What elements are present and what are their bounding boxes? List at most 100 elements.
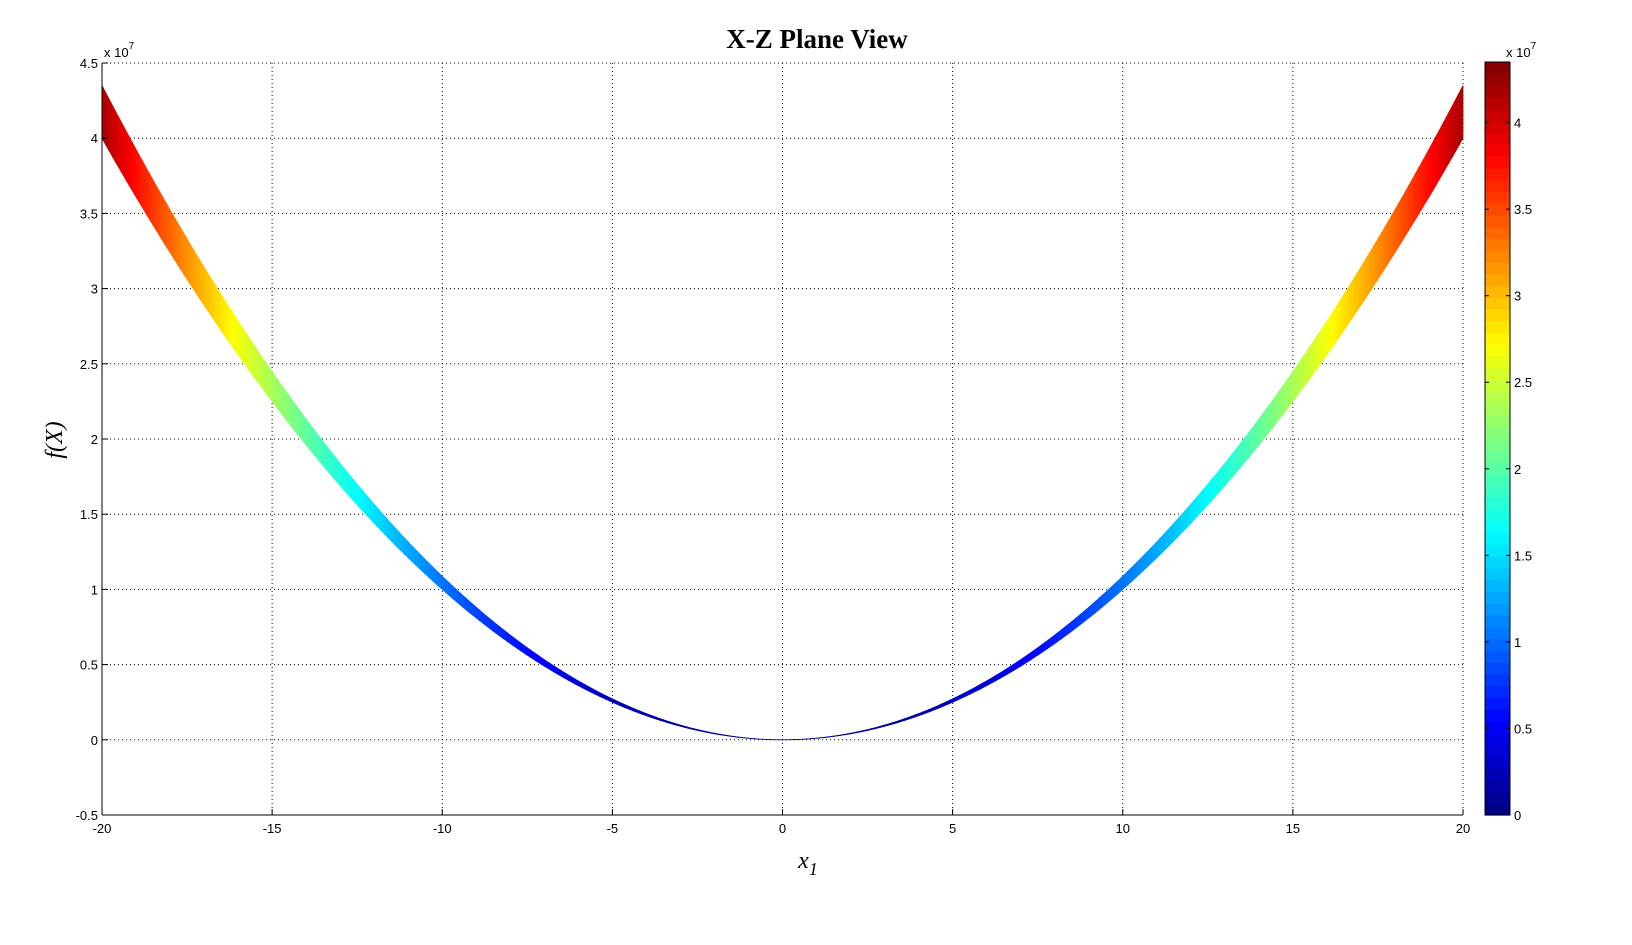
band-segment [1163, 529, 1168, 553]
band-segment [1394, 202, 1399, 254]
colorbar-segment [1485, 520, 1510, 534]
band-segment [176, 220, 181, 270]
band-segment [1360, 260, 1365, 307]
band-segment [268, 365, 273, 403]
band-segment [346, 470, 351, 499]
band-segment [1064, 623, 1069, 637]
band-segment [1010, 663, 1015, 673]
colorbar-segment [1485, 250, 1510, 263]
band-segment [697, 729, 702, 732]
band-segment [1265, 404, 1270, 438]
band-segment [979, 682, 984, 690]
band-segment [928, 707, 933, 713]
band-segment [445, 578, 450, 597]
colorbar-segment [1485, 544, 1510, 557]
band-segment [452, 584, 457, 603]
band-segment [156, 184, 161, 238]
grid [102, 62, 1464, 815]
colorbar-tick-label: 2 [1514, 462, 1521, 477]
band-segment [1190, 499, 1195, 525]
band-segment [210, 276, 215, 322]
y-tick-label: 3.5 [80, 206, 98, 221]
band-segment [557, 667, 562, 677]
colorbar-segment [1485, 485, 1510, 498]
band-segment [829, 735, 834, 738]
band-segment [1152, 540, 1158, 563]
band-segment [207, 271, 212, 317]
band-segment [1452, 98, 1457, 158]
band-segment [128, 136, 134, 193]
band-segment [234, 314, 239, 357]
band-segment [513, 636, 518, 650]
band-segment [1217, 466, 1222, 495]
band-segment [1299, 355, 1304, 394]
y-tick-label: 4 [91, 131, 98, 146]
band-segment [673, 722, 678, 726]
band-segment [1156, 537, 1161, 559]
band-segment [1159, 533, 1164, 556]
band-segment [404, 537, 409, 559]
band-segment [1006, 665, 1011, 675]
band-segment [384, 514, 389, 539]
band-segment [907, 715, 913, 720]
band-segment [533, 651, 538, 663]
band-segment [1204, 483, 1209, 510]
band-segment [1200, 487, 1205, 514]
band-segment [162, 196, 168, 249]
band-segment [666, 720, 671, 724]
band-segment [492, 620, 498, 635]
band-segment [1221, 462, 1226, 491]
band-segment [179, 225, 185, 276]
band-segment [101, 85, 106, 146]
band-segment [377, 507, 382, 532]
band-segment [1374, 237, 1379, 286]
band-segment [1033, 647, 1039, 659]
band-segment [1370, 243, 1375, 292]
band-segment [588, 685, 593, 694]
band-segment [853, 731, 858, 734]
band-segment [455, 588, 460, 605]
colorbar-segment [1485, 344, 1510, 357]
band-segment [1061, 626, 1066, 640]
band-segment [727, 735, 732, 737]
band-segment [1459, 85, 1464, 146]
x-tick-label: 0 [779, 821, 786, 836]
band-segment [472, 603, 477, 619]
band-segment [397, 529, 402, 553]
band-segment [285, 389, 290, 425]
band-segment [1350, 276, 1355, 322]
band-segment [1108, 584, 1113, 603]
band-segment [618, 701, 623, 708]
band-segment [298, 408, 304, 442]
band-segment [554, 665, 559, 675]
band-segment [615, 699, 620, 706]
colorbar-segment [1485, 603, 1510, 616]
band-segment [734, 736, 739, 738]
colorbar-segment [1485, 662, 1510, 675]
band-segment [271, 370, 276, 408]
colorbar-tick-label: 4 [1514, 116, 1521, 131]
colorbar-segment [1485, 697, 1510, 710]
surface-band [101, 85, 1464, 741]
band-segment [1088, 603, 1093, 619]
band-segment [1115, 578, 1120, 597]
band-segment [707, 731, 712, 734]
band-segment [1132, 561, 1137, 582]
band-segment [213, 282, 219, 327]
band-segment [986, 678, 991, 687]
band-segment [850, 732, 855, 735]
band-segment [1078, 612, 1083, 627]
band-segment [646, 713, 651, 718]
band-segment [1445, 111, 1450, 170]
band-segment [564, 672, 569, 681]
band-segment [1306, 345, 1311, 385]
band-segment [737, 736, 743, 739]
band-segment [1387, 214, 1392, 265]
band-segment [441, 575, 447, 594]
band-segment [1261, 408, 1267, 442]
band-segment [1129, 565, 1134, 585]
axes: -20 -15 -10 -5 0 5 10 15 20 -0.5 0 0.5 1 1.5 2 2.5 3 3.5 4… [76, 56, 1471, 836]
band-segment [1312, 335, 1318, 376]
colorbar-segment [1485, 650, 1510, 663]
band-segment [1384, 220, 1389, 270]
